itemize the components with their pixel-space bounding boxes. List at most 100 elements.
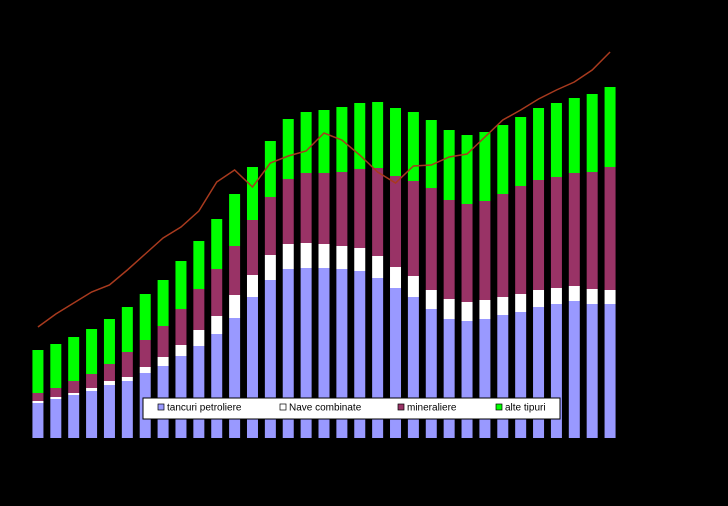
bar-segment — [264, 255, 276, 280]
bar-segment — [407, 181, 419, 276]
bar-segment — [211, 219, 223, 269]
bar-segment — [586, 172, 598, 289]
bar-segment — [103, 319, 115, 364]
bar-segment — [461, 204, 473, 302]
bar-segment — [497, 125, 509, 194]
bar-segment — [497, 315, 509, 438]
bar-segment — [139, 367, 151, 373]
bar-segment — [390, 176, 402, 267]
bar-segment — [497, 194, 509, 297]
bar-segment — [461, 302, 473, 321]
bar-segment — [50, 397, 62, 399]
bar-segment — [68, 395, 80, 438]
bar-segment — [443, 299, 455, 319]
bar-segment — [550, 103, 562, 177]
bar-segment — [354, 103, 366, 169]
bar-segment — [479, 319, 491, 438]
bar-segment — [86, 391, 98, 438]
bar-segment — [568, 286, 580, 301]
bar-segment — [103, 381, 115, 385]
bar-segment — [282, 119, 294, 179]
bar-segment — [229, 295, 241, 318]
bar-segment — [533, 290, 545, 307]
bar-segment — [68, 381, 80, 393]
legend-swatch — [397, 403, 405, 411]
bar-segment — [515, 312, 527, 438]
bar-segment — [318, 110, 330, 173]
bar-segment — [533, 307, 545, 438]
bar-segment — [443, 319, 455, 438]
bar-segment — [586, 289, 598, 304]
bar-segment — [86, 388, 98, 391]
bar-segment — [550, 177, 562, 288]
bar-segment — [300, 173, 312, 243]
bar-segment — [318, 268, 330, 438]
bar-segment — [407, 112, 419, 181]
bar-segment — [264, 141, 276, 197]
legend-label: Nave combinate — [289, 403, 362, 414]
bar-segment — [515, 186, 527, 294]
bar-segment — [282, 244, 294, 269]
bar-segment — [264, 197, 276, 255]
bar-segment — [354, 169, 366, 248]
bar-segment — [121, 381, 133, 438]
bar-segment — [246, 297, 258, 438]
bar-segment — [425, 309, 437, 438]
bar-segment — [604, 167, 616, 290]
bar-segment — [139, 340, 151, 367]
bar-segment — [425, 120, 437, 188]
bar-segment — [425, 290, 437, 309]
bar-segment — [86, 374, 98, 388]
bar-segment — [372, 256, 384, 278]
bar-segment — [372, 102, 384, 168]
bar-segment — [568, 173, 580, 286]
bar-segment — [86, 329, 98, 374]
bar-segment — [50, 399, 62, 438]
bar-segment — [175, 345, 187, 356]
bar-segment — [443, 130, 455, 200]
bar-segment — [390, 288, 402, 438]
bar-segment — [193, 289, 205, 330]
bar-segment — [193, 241, 205, 289]
bar-segment — [372, 168, 384, 256]
bar-segment — [336, 172, 348, 246]
bar-segment — [300, 268, 312, 438]
bar-segment — [336, 269, 348, 438]
bar-segment — [175, 309, 187, 345]
bar-segment — [568, 301, 580, 438]
bar-segment — [211, 269, 223, 316]
bar-segment — [390, 267, 402, 288]
bar-segment — [68, 337, 80, 381]
bar-segment — [175, 261, 187, 309]
bar-segment — [300, 243, 312, 268]
bar-segment — [550, 304, 562, 438]
line-series — [37, 51, 611, 328]
bar-segment — [586, 304, 598, 438]
bar-segment — [32, 350, 44, 393]
bar-segment — [103, 364, 115, 381]
legend-box — [142, 397, 561, 420]
bar-segment — [604, 290, 616, 304]
bar-segment — [229, 246, 241, 295]
bar-segment — [586, 94, 598, 172]
bar-segment — [354, 248, 366, 271]
bar-segment — [229, 194, 241, 246]
bar-segment — [246, 275, 258, 297]
bar-segment — [336, 246, 348, 269]
bar-segment — [157, 280, 169, 326]
line-layer — [37, 51, 611, 328]
bar-segment — [533, 180, 545, 290]
bar-segment — [300, 112, 312, 173]
bar-segment — [139, 294, 151, 340]
bar-segment — [479, 132, 491, 201]
legend-label: tancuri petroliere — [167, 403, 242, 414]
bar-segment — [32, 393, 44, 401]
bar-segment — [479, 300, 491, 319]
bar-segment — [390, 108, 402, 176]
bar-segment — [568, 98, 580, 173]
bar-segment — [193, 346, 205, 438]
bar-segment — [515, 294, 527, 312]
bar-segment — [246, 220, 258, 275]
